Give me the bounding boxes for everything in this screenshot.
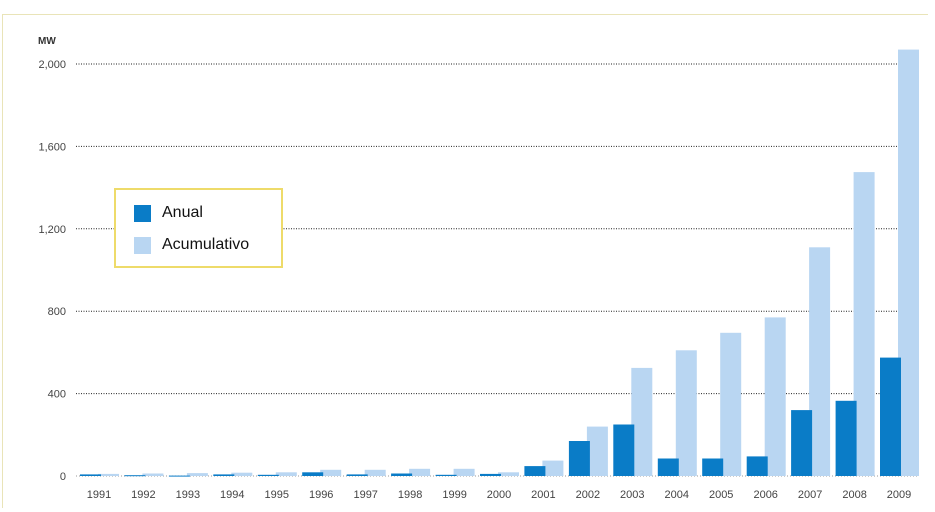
bar-anual-1992 (124, 475, 146, 477)
y-axis-unit-label: MW (38, 36, 56, 47)
legend: Anual Acumulativo (114, 188, 283, 268)
bar-acumulativo-1998 (409, 468, 431, 476)
bar-acumulativo-2002 (586, 426, 608, 476)
bar-acumulativo-1993 (186, 473, 208, 476)
bar-acumulativo-2000 (498, 472, 519, 476)
legend-item-anual: Anual (134, 204, 203, 222)
bar-acumulativo-1999 (453, 468, 475, 476)
bar-anual-2007 (791, 410, 813, 476)
x-tick-label: 1992 (131, 489, 155, 501)
x-tick-label: 2000 (487, 489, 511, 501)
x-tick-label: 2006 (753, 489, 777, 501)
bar-acumulativo-1997 (364, 469, 386, 476)
x-tick-label: 2009 (887, 489, 911, 501)
x-tick-label: 1994 (220, 489, 244, 501)
y-tick-label: 1,200 (38, 224, 66, 236)
x-tick-label: 1993 (176, 489, 200, 501)
bar-anual-2000 (480, 473, 501, 476)
bar-anual-1997 (346, 474, 368, 476)
bar-anual-1999 (435, 474, 457, 476)
y-tick-label: 400 (48, 389, 66, 401)
bar-acumulativo-2008 (853, 172, 875, 476)
bar-acumulativo-1994 (231, 472, 253, 476)
x-tick-label: 1999 (442, 489, 466, 501)
bar-anual-2008 (835, 400, 857, 476)
bar-anual-1998 (391, 473, 413, 476)
y-tick-label: 800 (48, 306, 66, 318)
x-tick-label: 2002 (576, 489, 600, 501)
bar-acumulativo-2009 (898, 49, 919, 476)
x-tick-label: 2004 (665, 489, 689, 501)
bar-anual-2005 (702, 458, 724, 476)
bar-acumulativo-2003 (631, 367, 653, 476)
legend-label-anual: Anual (162, 204, 203, 221)
x-tick-label: 2003 (620, 489, 644, 501)
x-tick-label: 1991 (87, 489, 111, 501)
x-tick-label: 1996 (309, 489, 333, 501)
x-tick-label: 2001 (531, 489, 555, 501)
bar-anual-1995 (257, 474, 279, 476)
y-tick-label: 0 (60, 471, 66, 483)
y-tick-label: 1,600 (38, 141, 66, 153)
x-axis-ticks: 1991 1992 1993 1994 1995 1996 1997 1998 1999 2000… (87, 489, 911, 501)
y-axis-ticks: 0 400 800 1,200 1,600 2,000 (38, 59, 66, 483)
bar-acumulativo-1991 (98, 473, 119, 476)
x-tick-label: 1997 (353, 489, 377, 501)
bar-acumulativo-1996 (320, 469, 342, 476)
bar-anual-2003 (613, 424, 635, 476)
bars (80, 49, 919, 477)
bar-anual-1994 (213, 474, 235, 476)
y-tick-label: 2,000 (38, 59, 66, 71)
bar-acumulativo-2006 (764, 317, 786, 476)
bar-acumulativo-1995 (275, 472, 297, 476)
x-tick-label: 2007 (798, 489, 822, 501)
x-tick-label: 2008 (842, 489, 866, 501)
bar-anual-1993 (168, 475, 190, 477)
legend-item-acumulativo: Acumulativo (134, 236, 249, 254)
bar-acumulativo-1992 (142, 473, 164, 476)
bar-anual-1991 (80, 474, 101, 476)
legend-label-acumulativo: Acumulativo (162, 236, 250, 253)
bar-acumulativo-2004 (675, 350, 697, 476)
legend-swatch-acumulativo (134, 236, 151, 254)
x-tick-label: 1998 (398, 489, 422, 501)
bar-anual-1996 (302, 472, 324, 476)
bar-acumulativo-2005 (720, 332, 742, 476)
bar-anual-2004 (657, 458, 679, 476)
bar-anual-2001 (524, 466, 546, 476)
chart-frame (2, 14, 928, 508)
x-tick-label: 2005 (709, 489, 733, 501)
bar-anual-2009 (880, 357, 901, 476)
bar-acumulativo-2001 (542, 460, 564, 476)
bar-acumulativo-2007 (809, 247, 831, 476)
x-tick-label: 1995 (265, 489, 289, 501)
bar-anual-2002 (568, 441, 590, 476)
bar-anual-2006 (746, 456, 768, 476)
legend-swatch-anual (134, 204, 151, 222)
